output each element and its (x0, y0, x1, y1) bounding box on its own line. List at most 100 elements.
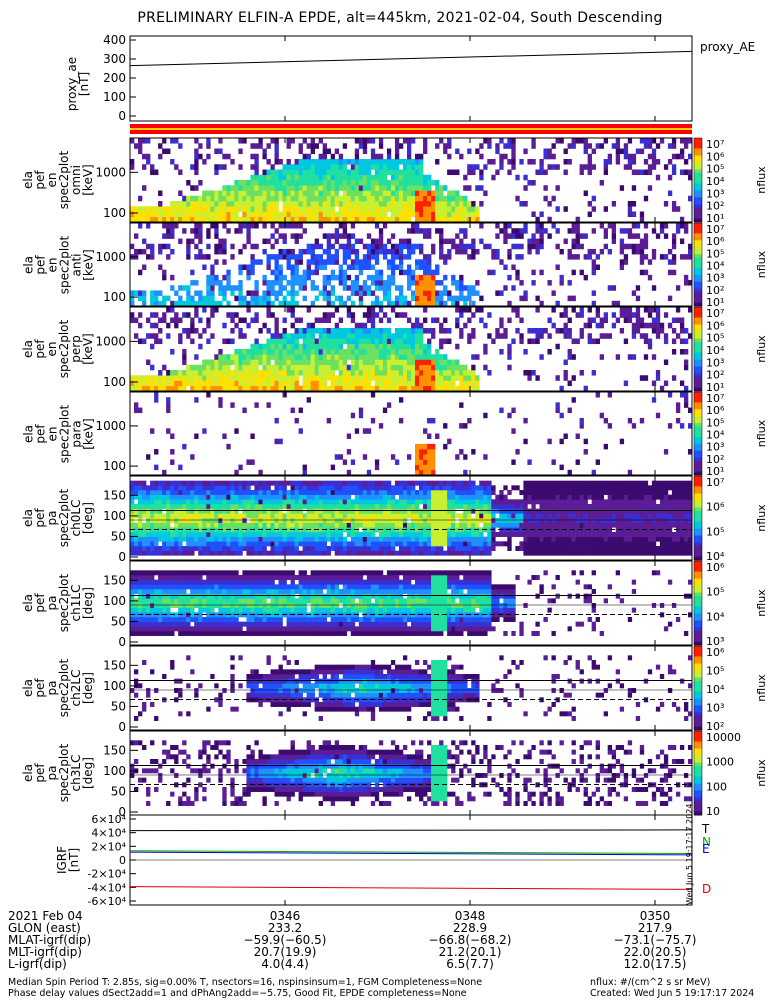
colorbar-segment-pef_en_anti (694, 281, 702, 286)
colorbar-segment-pef_en_para (694, 423, 702, 428)
colorbar-segment-pef_en_perp (694, 342, 702, 346)
colorbar-segment-pef_en_para (694, 440, 702, 445)
colorbar-tick-pef_en_para: 10⁶ (706, 404, 725, 417)
colorbar-segment-pef_en_omni (694, 148, 702, 153)
colorbar-frame-pef_en_omni (693, 137, 703, 223)
legend-proxy-ae: proxy_AE (700, 40, 756, 54)
colorbar-segment-pef_pa_ch1 (694, 634, 702, 639)
ylabel-pef_en_perp: ela pef en spec2plot perp [keV] (21, 307, 95, 391)
colorbar-tick-pef_pa_ch0: 10⁴ (706, 550, 725, 563)
quality-bar-red (130, 124, 692, 128)
colorbar-segment-pef_en_para (694, 395, 702, 400)
colorbar-segment-pef_en_anti (694, 250, 702, 255)
ytick-label-pef_pa_ch2: 100 (103, 679, 126, 693)
colorbar-segment-pef_pa_ch2 (694, 674, 702, 678)
footer-mlt-0348: 21.2(20.1) (438, 945, 502, 959)
colorbar-tick-pef_pa_ch0: 10⁷ (706, 476, 724, 489)
igrf-line-N (129, 850, 693, 855)
footer-created: Created: Wed Jun 5 19:17:17 2024 (590, 988, 755, 999)
colorbar-tick-pef_en_anti: 10³ (706, 272, 724, 285)
colorbar-segment-pef_pa_ch3 (694, 804, 702, 809)
ytick-label-proxy-ae: 400 (103, 33, 126, 47)
colorbar-segment-pef_pa_ch0 (694, 476, 702, 480)
colorbar-segment-pef_pa_ch1 (694, 561, 702, 565)
ytick-label-pef_en_anti: 1000 (95, 250, 126, 264)
colorbar-segment-pef_en_para (694, 450, 702, 455)
colorbar-segment-pef_pa_ch1 (694, 613, 702, 618)
colorbar-segment-pef_pa_ch3 (694, 790, 702, 795)
colorbar-segment-pef_en_perp (694, 377, 702, 381)
spectrogram-pef_pa_ch3 (130, 740, 693, 806)
colorbar-segment-pef_en_perp (694, 363, 702, 367)
ytick-label-pef_pa_ch1: 50 (111, 614, 126, 628)
colorbar-segment-pef_en_perp (694, 317, 702, 322)
colorbar-segment-pef_en_omni (694, 141, 702, 146)
ylabel-proxy-ae: proxy_ae [nT] (65, 56, 91, 112)
panel-frame-pef_en_perp (129, 306, 693, 392)
colorbar-segment-pef_pa_ch2 (694, 698, 702, 703)
ytick-label-pef_pa_ch0: 50 (111, 529, 126, 543)
colorbar-segment-pef_pa_ch3 (694, 769, 702, 774)
colorbar-segment-pef_en_para (694, 409, 702, 414)
ylabel-line: [deg] (81, 757, 95, 789)
colorbar-segment-pef_pa_ch1 (694, 638, 702, 642)
colorbar-segment-pef_pa_ch2 (694, 716, 702, 720)
colorbar-segment-pef_en_anti (694, 226, 702, 231)
ytick-label-pef_en_perp: 100 (103, 375, 126, 389)
footer-mlat-0346: −59.9(−60.5) (243, 933, 327, 947)
spectrogram-pef_en_perp (130, 307, 693, 392)
colorbar-tick-pef_en_para: 10⁵ (706, 416, 724, 429)
colorbar-segment-pef_pa_ch0 (694, 539, 702, 543)
colorbar-segment-pef_en_omni (694, 155, 702, 160)
colorbar-segment-pef_en_omni (694, 176, 702, 181)
igrf-line-T (129, 829, 693, 832)
colorbar-segment-pef_en_para (694, 464, 702, 469)
colorbar-segment-pef_en_anti (694, 257, 702, 262)
spectrogram-pef_pa_ch0 (130, 480, 693, 556)
colorbar-segment-pef_pa_ch2 (694, 691, 702, 696)
colorbar-segment-pef_pa_ch3 (694, 755, 702, 760)
colorbar-segment-pef_en_perp (694, 370, 702, 374)
colorbar-segment-pef_pa_ch1 (694, 603, 702, 607)
colorbar-tick-pef_pa_ch3: 10 (706, 805, 720, 818)
colorbar-segment-pef_pa_ch3 (694, 762, 702, 767)
colorbar-segment-pef_en_perp (694, 338, 702, 343)
colorbar-segment-pef_en_anti (694, 278, 702, 283)
colorbar-frame-pef_pa_ch1 (693, 560, 703, 646)
ytick-label-igrf: 6×10⁴ (91, 813, 126, 826)
colorbar-tick-pef_pa_ch1: 10⁶ (706, 561, 725, 574)
colorbar-segment-pef_en_para (694, 412, 702, 417)
colorbar-segment-pef_pa_ch2 (694, 712, 702, 717)
colorbar-segment-pef_en_perp (694, 366, 702, 371)
spectrogram-pef_en_para (134, 392, 693, 476)
colorbar-segment-pef_en_omni (694, 145, 702, 149)
colorbar-segment-pef_en_perp (694, 324, 702, 329)
colorbar-segment-pef_pa_ch1 (694, 564, 702, 569)
colorbar-segment-pef_en_para (694, 433, 702, 438)
footer-note-1: Median Spin Period T: 2.85s, sig=0.00% T… (8, 977, 483, 988)
ylabel-line: [deg] (81, 672, 95, 704)
colorbar-segment-pef_en_omni (694, 197, 702, 202)
colorbar-frame-pef_pa_ch0 (693, 475, 703, 561)
colorbar-segment-pef_pa_ch2 (694, 667, 702, 671)
ylabel-line: [deg] (81, 502, 95, 534)
colorbar-tick-pef_en_perp: 10¹ (706, 381, 724, 394)
colorbar-tick-pef_en_anti: 10⁶ (706, 235, 725, 248)
colorbar-segment-pef_en_para (694, 443, 702, 448)
colorbar-segment-pef_pa_ch2 (694, 660, 702, 664)
spectrogram-pef_en_omni (130, 138, 693, 223)
colorbar-segment-pef_pa_ch1 (694, 589, 702, 593)
colorbar-segment-pef_pa_ch0 (694, 521, 702, 526)
colorbar-segment-pef_en_anti (694, 264, 702, 269)
footer-mlat-0350: −73.1(−75.7) (613, 933, 697, 947)
panel-frame-pef_pa_ch1 (129, 560, 693, 646)
colorbar-segment-pef_en_para (694, 426, 702, 431)
colorbar-tick-pef_pa_ch1: 10³ (706, 635, 724, 648)
colorbar-segment-pef_pa_ch0 (694, 546, 702, 550)
colorbar-segment-pef_pa_ch3 (694, 787, 702, 791)
colorbar-segment-pef_en_perp (694, 331, 702, 336)
ytick-label-pef_en_perp: 1000 (95, 334, 126, 348)
colorbar-segment-pef_en_perp (694, 314, 702, 318)
colorbar-tick-pef_en_perp: 10⁷ (706, 307, 724, 320)
colorbar-segment-pef_en_omni (694, 215, 702, 219)
